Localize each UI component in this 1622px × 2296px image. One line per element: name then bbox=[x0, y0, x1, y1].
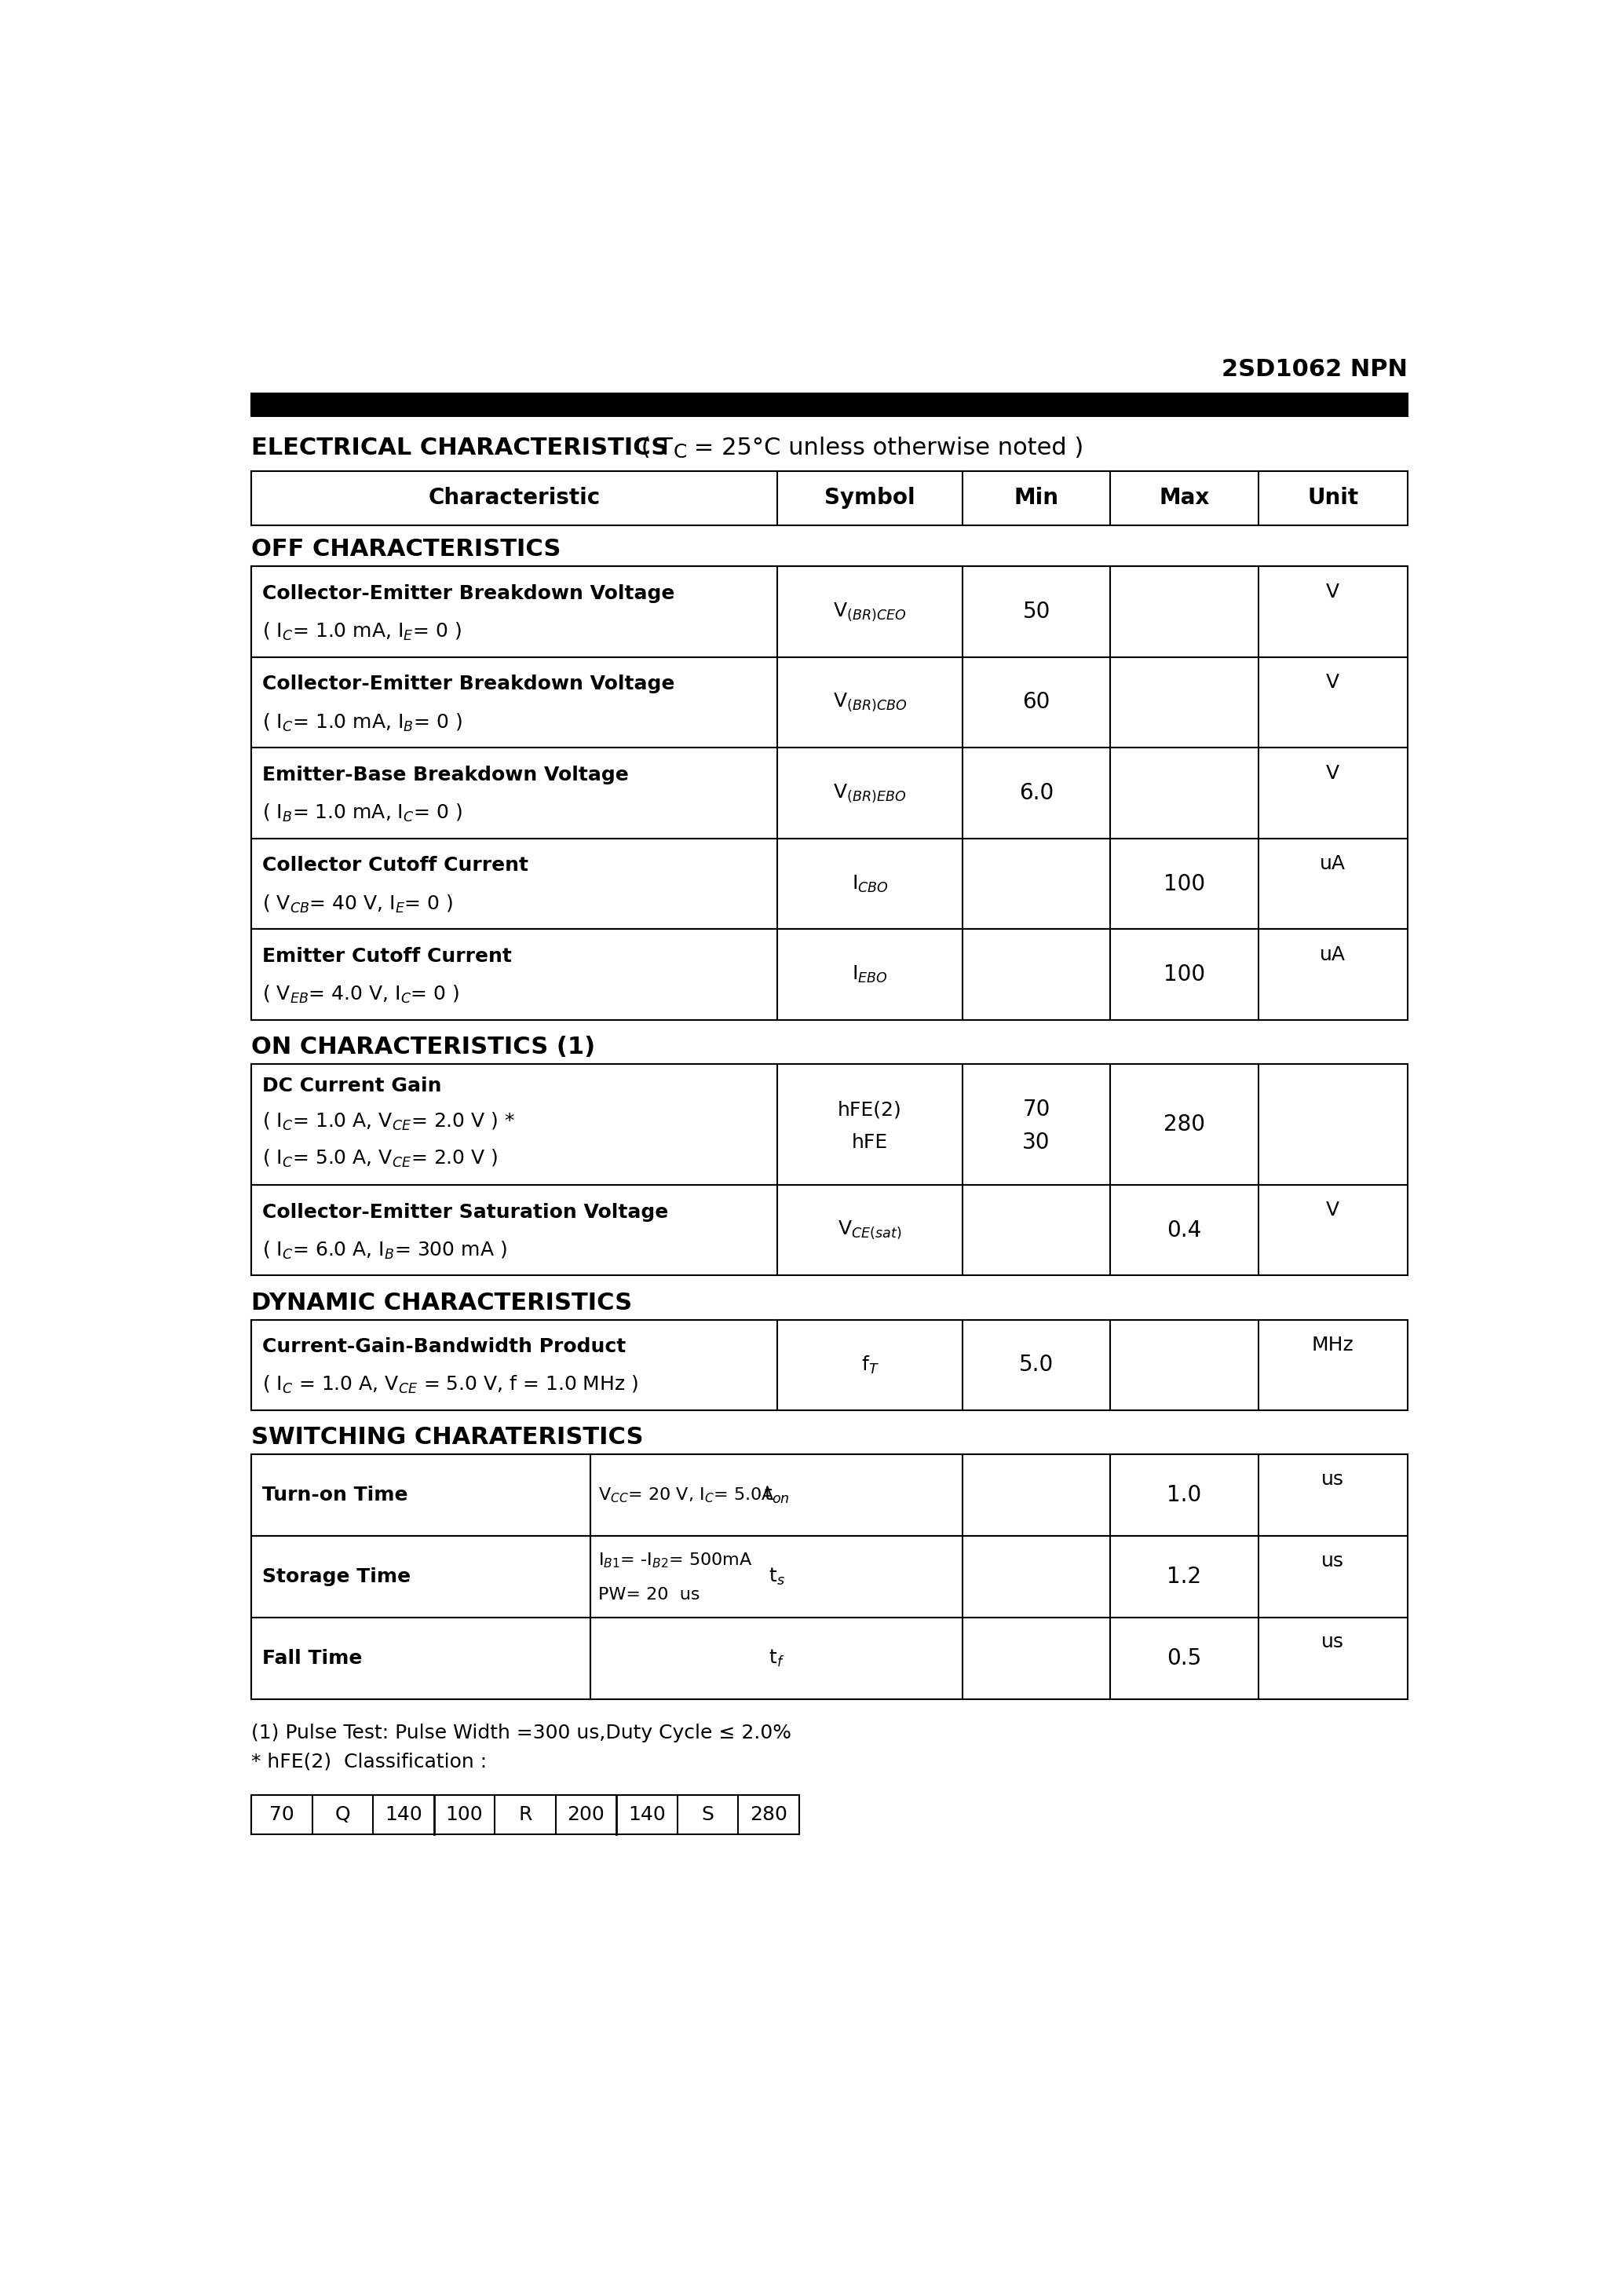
Text: V$_{(BR)EBO}$: V$_{(BR)EBO}$ bbox=[834, 783, 907, 804]
Text: t$_f$: t$_f$ bbox=[769, 1649, 785, 1669]
Text: ( I$_C$ = 1.0 A, V$_{CE}$ = 5.0 V, f = 1.0 MHz ): ( I$_C$ = 1.0 A, V$_{CE}$ = 5.0 V, f = 1… bbox=[263, 1375, 639, 1396]
Text: V$_{(BR)CBO}$: V$_{(BR)CBO}$ bbox=[832, 691, 907, 714]
Text: ( T: ( T bbox=[634, 436, 673, 459]
Text: Collector-Emitter Breakdown Voltage: Collector-Emitter Breakdown Voltage bbox=[263, 675, 675, 693]
Text: (1) Pulse Test: Pulse Width =300 us,Duty Cycle ≤ 2.0%: (1) Pulse Test: Pulse Width =300 us,Duty… bbox=[251, 1724, 792, 1743]
Bar bbox=[251, 1320, 1408, 1410]
Text: C: C bbox=[673, 443, 688, 461]
Text: I$_{B1}$= -I$_{B2}$= 500mA: I$_{B1}$= -I$_{B2}$= 500mA bbox=[599, 1552, 753, 1570]
Text: 30: 30 bbox=[1022, 1132, 1051, 1153]
Text: V: V bbox=[1327, 765, 1340, 783]
Text: 1.2: 1.2 bbox=[1168, 1566, 1202, 1589]
Text: V$_{CC}$= 20 V, I$_C$= 5.0A: V$_{CC}$= 20 V, I$_C$= 5.0A bbox=[599, 1486, 774, 1504]
Text: Turn-on Time: Turn-on Time bbox=[263, 1486, 409, 1504]
Text: ( V$_{EB}$= 4.0 V, I$_C$= 0 ): ( V$_{EB}$= 4.0 V, I$_C$= 0 ) bbox=[263, 983, 459, 1006]
Text: ELECTRICAL CHARACTERISTICS: ELECTRICAL CHARACTERISTICS bbox=[251, 436, 668, 459]
Text: DYNAMIC CHARACTERISTICS: DYNAMIC CHARACTERISTICS bbox=[251, 1290, 633, 1313]
Text: 6.0: 6.0 bbox=[1019, 783, 1054, 804]
Text: ( V$_{CB}$= 40 V, I$_E$= 0 ): ( V$_{CB}$= 40 V, I$_E$= 0 ) bbox=[263, 893, 454, 914]
Text: f$_T$: f$_T$ bbox=[861, 1355, 879, 1375]
Text: ( I$_C$= 5.0 A, V$_{CE}$= 2.0 V ): ( I$_C$= 5.0 A, V$_{CE}$= 2.0 V ) bbox=[263, 1148, 498, 1169]
Text: 5.0: 5.0 bbox=[1019, 1355, 1054, 1375]
Text: 50: 50 bbox=[1022, 602, 1051, 622]
Text: 70: 70 bbox=[269, 1805, 294, 1823]
Text: V: V bbox=[1327, 673, 1340, 691]
Text: PW= 20  us: PW= 20 us bbox=[599, 1587, 699, 1603]
Bar bbox=[251, 393, 1408, 416]
Text: us: us bbox=[1322, 1632, 1345, 1651]
Text: V: V bbox=[1327, 1201, 1340, 1219]
Text: OFF CHARACTERISTICS: OFF CHARACTERISTICS bbox=[251, 537, 561, 560]
Bar bbox=[251, 471, 1408, 526]
Text: R: R bbox=[519, 1805, 532, 1823]
Text: hFE: hFE bbox=[852, 1134, 889, 1153]
Text: 140: 140 bbox=[628, 1805, 665, 1823]
Text: Max: Max bbox=[1160, 487, 1210, 510]
Bar bbox=[251, 838, 1408, 930]
Text: Unit: Unit bbox=[1307, 487, 1359, 510]
Text: Collector-Emitter Saturation Voltage: Collector-Emitter Saturation Voltage bbox=[263, 1203, 668, 1221]
Text: I$_{EBO}$: I$_{EBO}$ bbox=[852, 964, 887, 985]
Text: 2SD1062 NPN: 2SD1062 NPN bbox=[1221, 358, 1408, 381]
Text: 70: 70 bbox=[1022, 1100, 1051, 1120]
Text: Storage Time: Storage Time bbox=[263, 1568, 410, 1587]
Text: ( I$_B$= 1.0 mA, I$_C$= 0 ): ( I$_B$= 1.0 mA, I$_C$= 0 ) bbox=[263, 801, 462, 824]
Text: Current-Gain-Bandwidth Product: Current-Gain-Bandwidth Product bbox=[263, 1339, 626, 1357]
Text: Collector Cutoff Current: Collector Cutoff Current bbox=[263, 856, 529, 875]
Text: DC Current Gain: DC Current Gain bbox=[263, 1077, 441, 1095]
Text: ( I$_C$= 6.0 A, I$_B$= 300 mA ): ( I$_C$= 6.0 A, I$_B$= 300 mA ) bbox=[263, 1240, 508, 1261]
Text: S: S bbox=[702, 1805, 714, 1823]
Bar bbox=[251, 1795, 800, 1835]
Text: us: us bbox=[1322, 1469, 1345, 1488]
Text: MHz: MHz bbox=[1312, 1336, 1354, 1355]
Bar bbox=[251, 1456, 1408, 1536]
Text: ( I$_C$= 1.0 mA, I$_B$= 0 ): ( I$_C$= 1.0 mA, I$_B$= 0 ) bbox=[263, 712, 462, 732]
Text: uA: uA bbox=[1320, 946, 1346, 964]
Text: I$_{CBO}$: I$_{CBO}$ bbox=[852, 872, 889, 893]
Text: = 25°C unless otherwise noted ): = 25°C unless otherwise noted ) bbox=[686, 436, 1083, 459]
Bar bbox=[251, 567, 1408, 657]
Text: 0.5: 0.5 bbox=[1166, 1649, 1202, 1669]
Bar bbox=[251, 1619, 1408, 1699]
Bar bbox=[251, 748, 1408, 838]
Text: hFE(2): hFE(2) bbox=[839, 1100, 902, 1120]
Text: 0.4: 0.4 bbox=[1166, 1219, 1202, 1242]
Text: Collector-Emitter Breakdown Voltage: Collector-Emitter Breakdown Voltage bbox=[263, 583, 675, 604]
Text: V$_{(BR)CEO}$: V$_{(BR)CEO}$ bbox=[834, 602, 907, 622]
Text: ON CHARACTERISTICS (1): ON CHARACTERISTICS (1) bbox=[251, 1035, 595, 1058]
Text: V: V bbox=[1327, 583, 1340, 602]
Bar bbox=[251, 1536, 1408, 1619]
Text: Emitter-Base Breakdown Voltage: Emitter-Base Breakdown Voltage bbox=[263, 765, 629, 785]
Text: 100: 100 bbox=[446, 1805, 483, 1823]
Text: Emitter Cutoff Current: Emitter Cutoff Current bbox=[263, 946, 513, 967]
Text: Fall Time: Fall Time bbox=[263, 1649, 362, 1667]
Text: 280: 280 bbox=[1163, 1114, 1205, 1137]
Text: 140: 140 bbox=[384, 1805, 422, 1823]
Bar bbox=[251, 657, 1408, 748]
Text: Symbol: Symbol bbox=[824, 487, 915, 510]
Text: 60: 60 bbox=[1022, 691, 1051, 714]
Text: ( I$_C$= 1.0 mA, I$_E$= 0 ): ( I$_C$= 1.0 mA, I$_E$= 0 ) bbox=[263, 620, 462, 643]
Text: t$_s$: t$_s$ bbox=[769, 1566, 785, 1587]
Text: 100: 100 bbox=[1163, 872, 1205, 895]
Bar bbox=[251, 1185, 1408, 1277]
Text: 1.0: 1.0 bbox=[1166, 1483, 1202, 1506]
Text: ( I$_C$= 1.0 A, V$_{CE}$= 2.0 V ) *: ( I$_C$= 1.0 A, V$_{CE}$= 2.0 V ) * bbox=[263, 1111, 516, 1132]
Text: 200: 200 bbox=[568, 1805, 605, 1823]
Bar bbox=[251, 1063, 1408, 1185]
Text: 280: 280 bbox=[749, 1805, 787, 1823]
Text: V$_{CE(sat)}$: V$_{CE(sat)}$ bbox=[839, 1219, 902, 1240]
Text: t$_{on}$: t$_{on}$ bbox=[764, 1486, 790, 1506]
Text: Characteristic: Characteristic bbox=[428, 487, 600, 510]
Text: Min: Min bbox=[1014, 487, 1059, 510]
Text: SWITCHING CHARATERISTICS: SWITCHING CHARATERISTICS bbox=[251, 1426, 644, 1449]
Text: * hFE(2)  Classification :: * hFE(2) Classification : bbox=[251, 1752, 487, 1770]
Text: us: us bbox=[1322, 1552, 1345, 1570]
Text: Q: Q bbox=[336, 1805, 350, 1823]
Text: uA: uA bbox=[1320, 854, 1346, 872]
Text: 100: 100 bbox=[1163, 964, 1205, 985]
Bar bbox=[251, 930, 1408, 1019]
